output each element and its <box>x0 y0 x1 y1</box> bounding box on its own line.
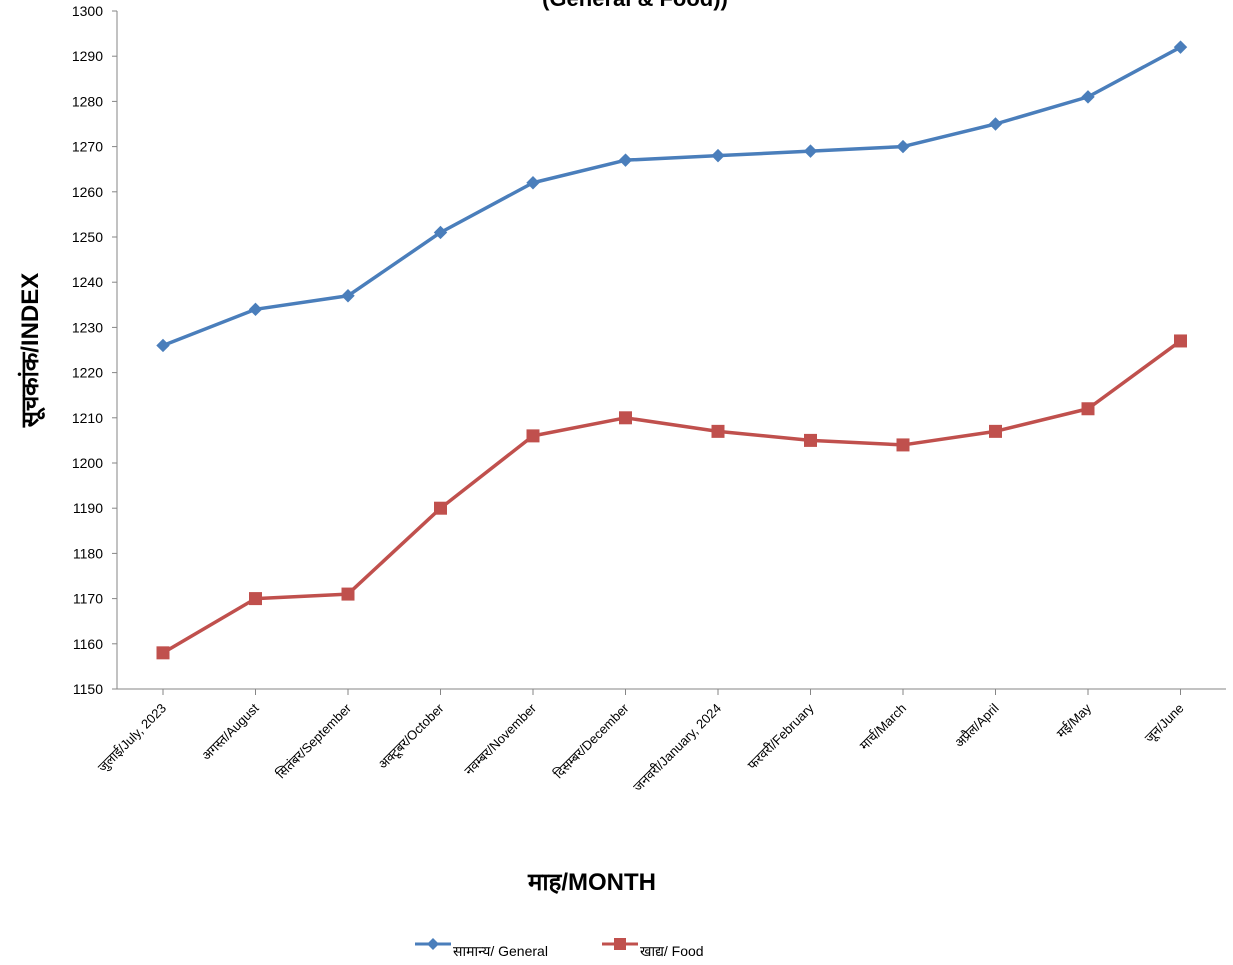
y-tick-label: 1240 <box>72 274 103 290</box>
data-point-diamond <box>1173 40 1188 54</box>
y-tick-label: 1170 <box>73 591 103 607</box>
x-tick-label: जनवरी/January, 2024 <box>630 701 724 795</box>
y-tick-label: 1150 <box>73 681 103 697</box>
data-point-diamond <box>526 176 540 190</box>
x-tick-label: दिसम्बर/December <box>551 700 633 782</box>
y-tick-label: 1290 <box>72 48 103 64</box>
y-tick-label: 1180 <box>73 545 103 561</box>
y-tick-label: 1300 <box>72 3 103 19</box>
data-point-diamond <box>248 302 263 317</box>
y-tick-label: 1200 <box>72 455 103 471</box>
x-tick-label: अक्टूबर/October <box>375 700 448 773</box>
x-tick-label: जून/June <box>1142 701 1188 747</box>
data-point-diamond <box>896 139 910 154</box>
series-line-1 <box>162 339 1182 655</box>
legend-marker <box>614 938 626 950</box>
data-point-diamond <box>618 153 633 167</box>
y-tick-label: 1270 <box>72 139 103 155</box>
data-point-square <box>341 587 355 601</box>
y-tick-label: 1280 <box>72 93 103 109</box>
x-tick-label: सितंबर/September <box>273 700 354 781</box>
data-point-square <box>989 424 1002 438</box>
data-point-diamond <box>711 148 725 163</box>
y-tick-label: 1220 <box>72 365 103 381</box>
series-line-0 <box>162 45 1182 348</box>
data-point-square <box>804 433 817 447</box>
data-point-square <box>434 501 447 515</box>
x-axis-title: माह/MONTH <box>527 869 656 896</box>
data-point-diamond <box>341 289 355 303</box>
x-tick-label: मई/May <box>1054 700 1095 741</box>
data-point-square <box>896 438 910 452</box>
x-tick-label: फरवरी/February <box>745 700 817 772</box>
y-axis: 1150 1160 1170 1180 1190 1200 1210 1220 1230 1240… <box>72 3 118 697</box>
data-point-square <box>1174 334 1187 348</box>
y-tick-label: 1160 <box>73 636 103 652</box>
data-point-square <box>526 429 540 443</box>
y-tick-label: 1260 <box>72 184 103 200</box>
data-point-square <box>711 424 725 438</box>
legend-label: खाद्य/ Food <box>640 943 704 959</box>
x-tick-label: नवम्बर/November <box>461 700 539 778</box>
legend: सामान्य/ General खाद्य/ Food <box>415 938 704 959</box>
data-point-diamond <box>803 144 818 158</box>
x-tick-label: जुलाई/July, 2023 <box>95 701 170 776</box>
y-tick-label: 1230 <box>72 319 103 335</box>
data-point-square <box>249 592 262 606</box>
y-tick-label: 1250 <box>72 229 103 245</box>
data-point-diamond <box>1081 90 1095 104</box>
y-axis-title: सूचकांक/INDEX <box>17 273 46 429</box>
x-tick-label: अप्रैल/April <box>952 700 1002 750</box>
data-point-diamond <box>988 117 1003 131</box>
data-point-square <box>156 646 170 660</box>
x-tick-label: मार्च/March <box>857 701 909 753</box>
y-tick-label: 1190 <box>73 500 103 516</box>
data-point-diamond <box>156 338 170 353</box>
x-tick-label: अगस्त/August <box>199 700 262 763</box>
x-axis: जुलाई/July, 2023 अगस्त/August सितंबर/Septe… <box>95 688 1226 795</box>
legend-label: सामान्य/ General <box>453 943 548 959</box>
data-point-diamond <box>433 225 448 240</box>
data-point-square <box>1081 402 1095 416</box>
y-tick-label: 1210 <box>72 410 103 426</box>
data-point-square <box>619 411 632 425</box>
legend-marker <box>427 938 439 950</box>
series-layer <box>156 40 1188 660</box>
chart-title: (General & Food)) <box>542 0 728 11</box>
